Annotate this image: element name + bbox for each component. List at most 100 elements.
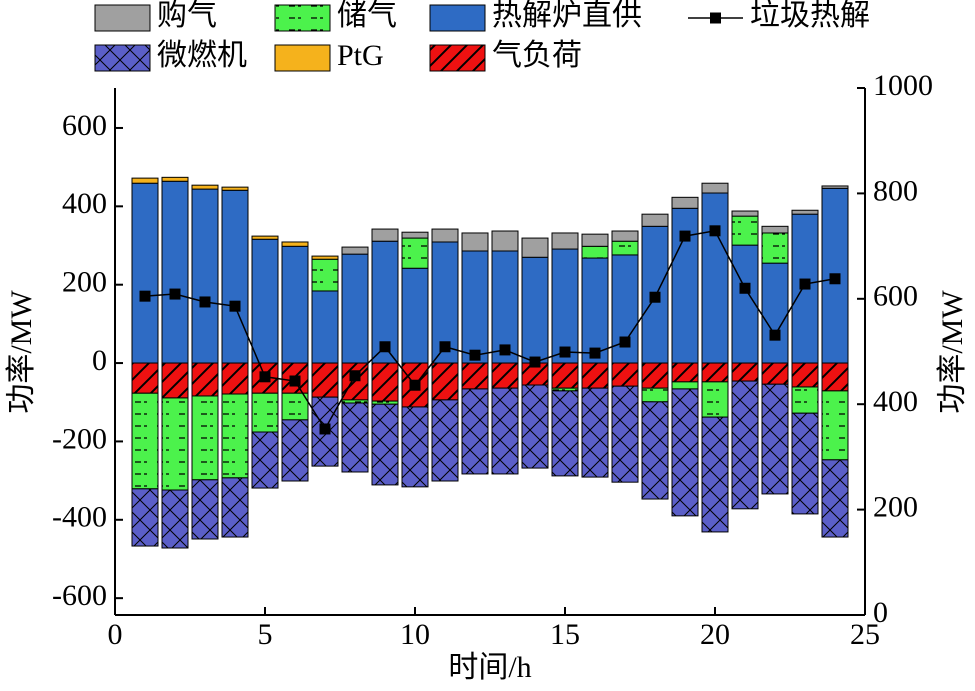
- legend-hatch: [275, 5, 330, 31]
- legend-marker: [710, 12, 721, 24]
- bar-hatch: [372, 404, 398, 485]
- bar-segment: [281, 245, 309, 364]
- bar-hatch: [492, 363, 518, 389]
- bar-hatch: [432, 399, 458, 481]
- bar-segment: [581, 233, 609, 247]
- legend-label: 储气: [337, 0, 397, 32]
- bar-hatch: [582, 246, 608, 259]
- legend-label: 微燃机: [157, 39, 247, 72]
- bar-segment: [791, 209, 819, 215]
- bar-segment: [161, 176, 189, 182]
- legend-label: 垃圾热解: [750, 0, 870, 32]
- bar-hatch: [372, 363, 398, 402]
- line-marker: [499, 344, 511, 356]
- bar-hatch: [162, 490, 188, 548]
- y-tick-label: 600: [62, 109, 107, 142]
- line-marker: [259, 371, 271, 383]
- bar-segment: [401, 267, 429, 364]
- bar-segment: [191, 184, 219, 190]
- bar-hatch: [402, 238, 428, 269]
- x-tick-label: 0: [108, 618, 123, 651]
- bar-hatch: [162, 397, 188, 491]
- bar-hatch: [132, 363, 158, 394]
- bar-segment: [701, 182, 729, 194]
- line-marker: [709, 225, 721, 237]
- line-marker: [439, 341, 451, 353]
- y-tick-label: -400: [52, 501, 107, 534]
- x-tick-label: 15: [550, 618, 580, 651]
- bar-segment: [491, 230, 519, 252]
- bar-segment: [161, 180, 189, 364]
- bar-segment: [701, 192, 729, 364]
- bar-hatch: [582, 363, 608, 389]
- bar-segment: [281, 241, 309, 247]
- bar-hatch: [132, 488, 158, 547]
- bar-hatch: [222, 394, 248, 478]
- bar-hatch: [192, 395, 218, 480]
- bar-hatch: [822, 390, 848, 460]
- bar-hatch: [672, 363, 698, 382]
- line: [144, 229, 836, 431]
- line-marker: [529, 356, 541, 368]
- bar-hatch: [612, 241, 638, 255]
- bar-segment: [551, 232, 579, 250]
- bar-hatch: [792, 386, 818, 414]
- bar-hatch: [642, 363, 668, 389]
- bar-segment: [341, 246, 369, 255]
- bar-hatch: [282, 393, 308, 420]
- bar-hatch: [672, 388, 698, 516]
- line-marker: [379, 341, 391, 353]
- x-tick-label: 20: [700, 618, 730, 651]
- legend-label: 热解炉直供: [492, 0, 642, 32]
- line-marker: [679, 230, 691, 242]
- bar-hatch: [762, 232, 788, 264]
- legend-swatch: [94, 4, 151, 32]
- legend-label: 气负荷: [492, 39, 582, 72]
- bar-segment: [311, 290, 339, 364]
- y2-tick-label: 200: [873, 490, 918, 523]
- line-marker: [199, 296, 211, 308]
- bar-hatch: [372, 401, 398, 405]
- bar-hatch: [612, 363, 638, 387]
- bar-hatch: [402, 406, 428, 487]
- bar-hatch: [432, 363, 458, 400]
- y-tick-label: 200: [62, 266, 107, 299]
- y-tick-label: 400: [62, 187, 107, 220]
- bar-hatch: [792, 413, 818, 514]
- bar-segment: [191, 188, 219, 364]
- line-marker: [469, 349, 481, 361]
- bar-hatch: [822, 363, 848, 391]
- bar-hatch: [552, 363, 578, 389]
- bar-segment: [131, 182, 159, 364]
- y2-tick-label: 0: [873, 596, 888, 629]
- bar-hatch: [552, 388, 578, 391]
- bar-segment: [611, 230, 639, 242]
- line-marker: [349, 370, 361, 382]
- y-tick-label: -200: [52, 422, 107, 455]
- bar-hatch: [162, 363, 188, 398]
- bar-segment: [641, 213, 669, 227]
- line-marker: [169, 288, 181, 300]
- bar-segment: [221, 189, 249, 364]
- bar-hatch: [552, 390, 578, 476]
- bar-segment: [341, 253, 369, 364]
- x-tick-label: 5: [258, 618, 273, 651]
- bar-hatch: [702, 417, 728, 532]
- bar-hatch: [522, 385, 548, 469]
- bar-hatch: [462, 388, 488, 474]
- bar-segment: [431, 228, 459, 243]
- bar-hatch: [252, 432, 278, 489]
- bar-hatch: [492, 388, 518, 474]
- bar-hatch: [762, 384, 788, 494]
- y2-tick-label: 1000: [873, 69, 933, 102]
- bar-hatch: [732, 363, 758, 382]
- bar-segment: [491, 250, 519, 364]
- line-marker: [139, 290, 151, 302]
- line-marker: [829, 273, 841, 285]
- legend-swatch: [429, 4, 486, 32]
- bar-segment: [821, 185, 849, 189]
- y2-tick-label: 400: [873, 385, 918, 418]
- bar-hatch: [762, 363, 788, 385]
- bar-hatch: [282, 419, 308, 481]
